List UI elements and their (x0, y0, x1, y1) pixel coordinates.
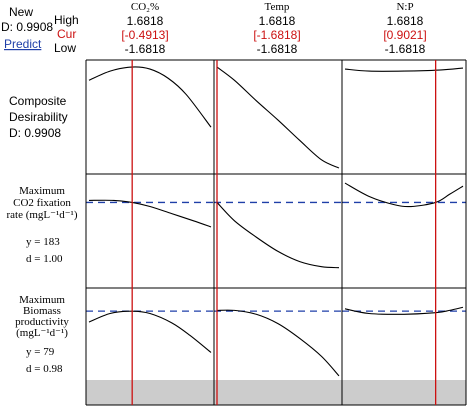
composite-d-value: D: 0.9908 (1, 20, 53, 34)
row-label-line: (mgL⁻¹d⁻¹) (16, 327, 68, 339)
factor-cur-np: [0.9021] (383, 28, 426, 42)
row-label-line: D: 0.9908 (9, 126, 61, 140)
row-label-line: productivity (15, 316, 69, 328)
factor-high-temp: 1.6818 (259, 14, 296, 28)
row-label-line: rate (mgL⁻¹d⁻¹) (6, 209, 77, 221)
row-label-line: Composite (9, 94, 67, 108)
row-response-d: d = 1.00 (26, 253, 63, 265)
factor-cur-co2: [-0.4913] (121, 28, 168, 42)
factor-low-co2: -1.6818 (125, 42, 166, 56)
factor-header-np: N:P 1.6818 [0.9021] -1.6818 (383, 1, 426, 56)
plot-grid (85, 59, 467, 406)
factor-low-temp: -1.6818 (257, 42, 298, 56)
response-curve (88, 66, 212, 128)
row-response-y: y = 79 (26, 346, 55, 358)
new-label: New (9, 5, 33, 19)
row-label-line: Maximum (19, 185, 65, 197)
predict-link[interactable]: Predict (4, 37, 42, 51)
factor-low-np: -1.6818 (385, 42, 426, 56)
response-curve (216, 309, 340, 377)
factor-name-co2: CO₂% (131, 1, 159, 13)
cur-label: Cur (57, 27, 76, 41)
row-label-line: CO2 fixation (13, 197, 71, 209)
row-label-line: Desirability (9, 110, 68, 124)
row-label-co2-fixation: Maximum CO2 fixation rate (mgL⁻¹d⁻¹) y =… (6, 185, 77, 265)
row-response-y: y = 183 (26, 236, 60, 248)
low-label: Low (54, 41, 76, 55)
row-label-biomass: Maximum Biomass productivity (mgL⁻¹d⁻¹) … (15, 294, 69, 375)
factor-cur-temp: [-1.6818] (253, 28, 300, 42)
row-label-line: Maximum (19, 294, 65, 306)
row-label-composite: Composite Desirability D: 0.9908 (9, 94, 68, 140)
factor-name-np: N:P (396, 1, 413, 13)
factor-name-temp: Temp (265, 1, 290, 13)
response-curve (344, 306, 464, 315)
factor-header-temp: Temp 1.6818 [-1.6818] -1.6818 (253, 1, 300, 56)
response-curve (216, 202, 340, 269)
response-curve (216, 66, 340, 169)
high-label: High (54, 13, 79, 27)
factor-header-co2: CO₂% 1.6818 [-0.4913] -1.6818 (121, 1, 168, 56)
factor-high-co2: 1.6818 (127, 14, 164, 28)
response-curve (344, 182, 464, 208)
response-curve (344, 67, 464, 72)
shaded-band (86, 380, 466, 405)
response-curve (88, 199, 212, 228)
row-label-line: Biomass (23, 305, 61, 317)
response-curve (88, 310, 212, 353)
row-response-d: d = 0.98 (26, 363, 63, 375)
factor-high-np: 1.6818 (387, 14, 424, 28)
